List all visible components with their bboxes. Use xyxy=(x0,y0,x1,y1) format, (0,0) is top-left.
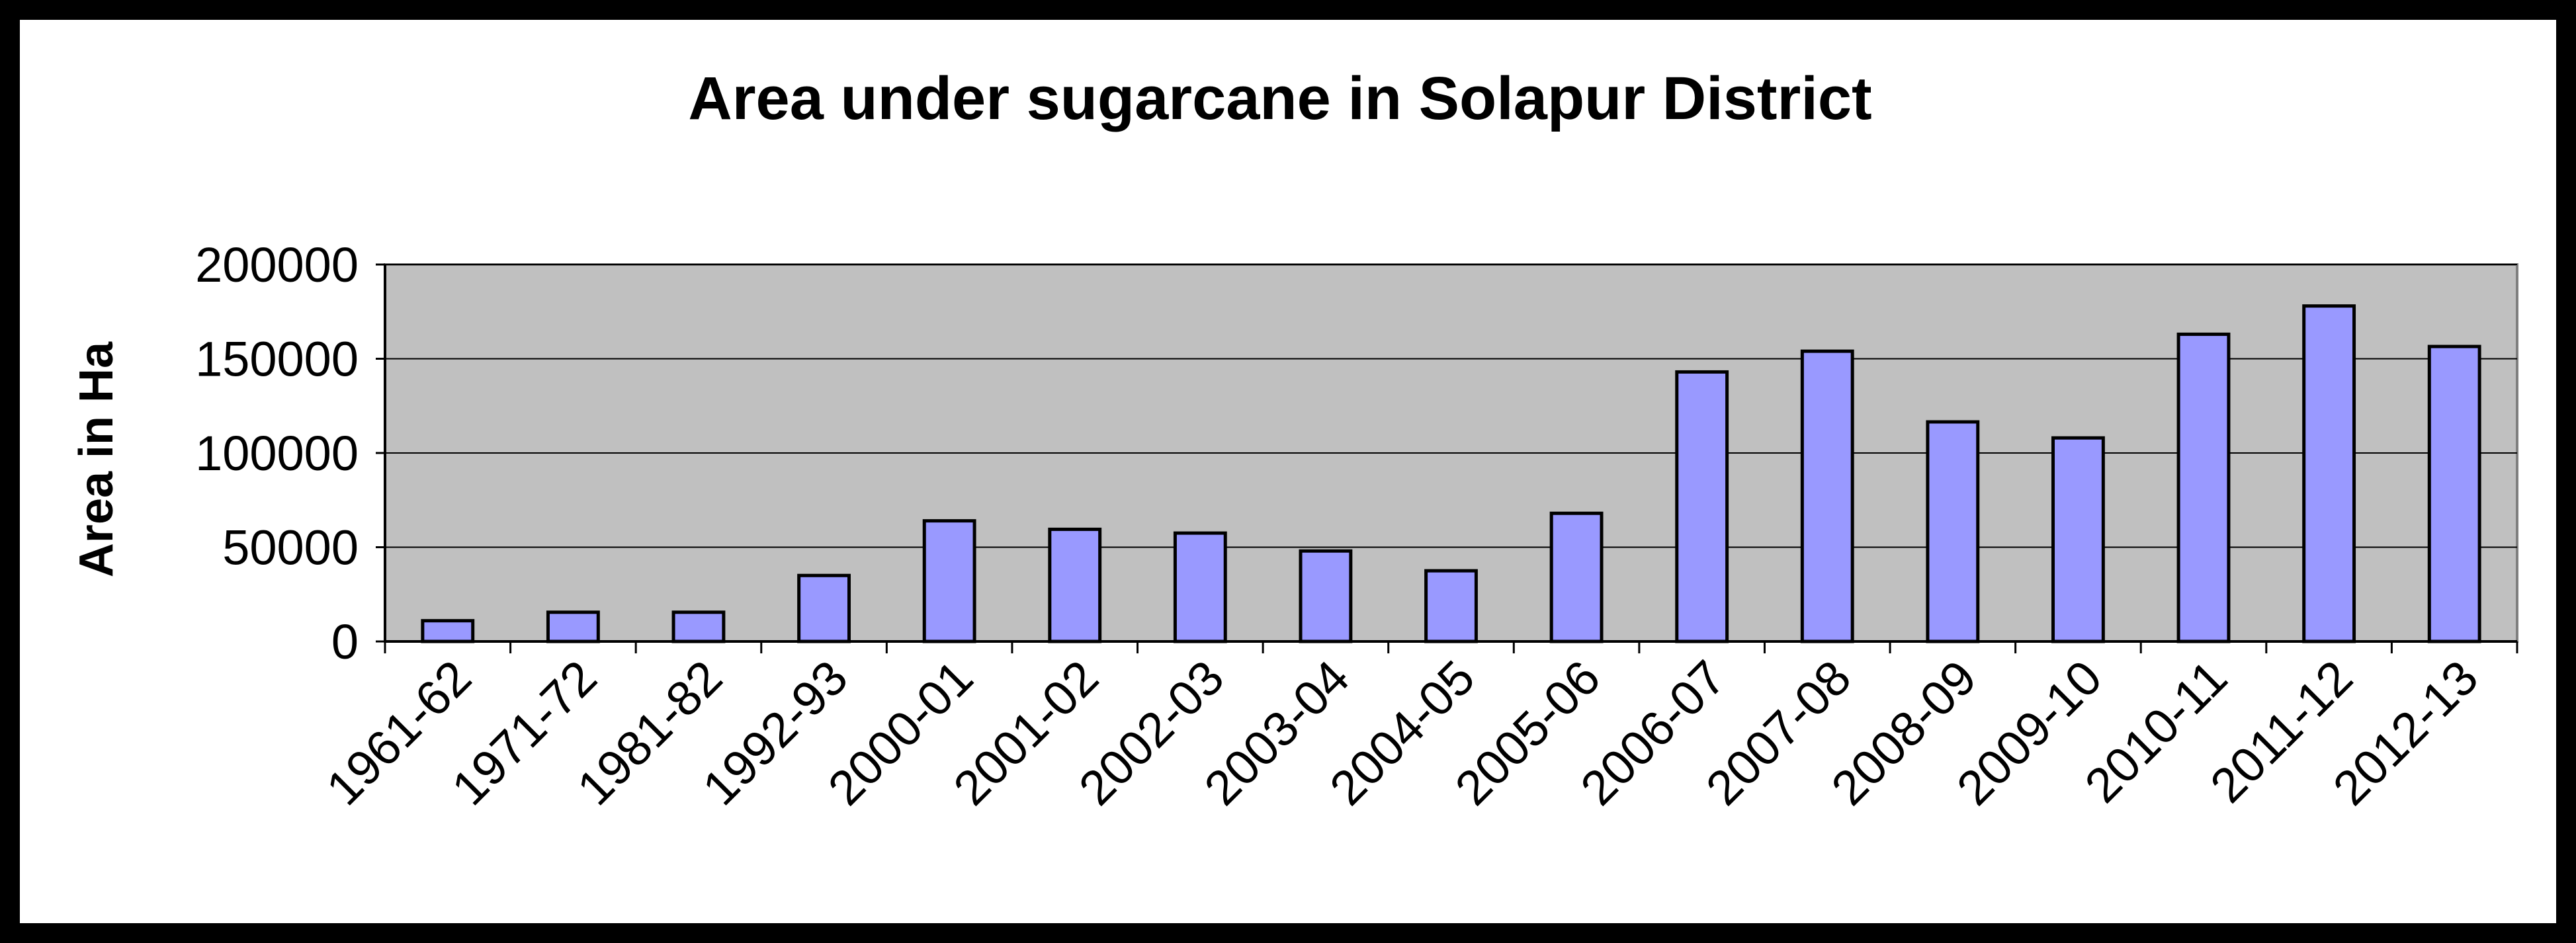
bar xyxy=(1800,349,1854,643)
y-tick-label: 200000 xyxy=(195,237,359,292)
bar xyxy=(2427,345,2481,643)
x-tick-labels: 1961-621971-721981-821992-932000-012001-… xyxy=(316,650,2488,816)
chart-frame: Area under sugarcane in Solapur District… xyxy=(20,20,2556,923)
bar xyxy=(2051,436,2105,643)
bar xyxy=(2302,304,2356,643)
bar xyxy=(1299,549,1353,643)
y-tick-label: 50000 xyxy=(222,520,359,575)
bar xyxy=(546,610,600,643)
bar-chart: Area under sugarcane in Solapur District… xyxy=(70,65,2518,816)
bar xyxy=(797,573,851,643)
y-tick-label: 0 xyxy=(331,614,359,669)
bar xyxy=(1675,370,1729,643)
bar xyxy=(922,519,976,643)
gridlines xyxy=(385,264,2517,548)
bar xyxy=(2176,332,2231,643)
bar xyxy=(1549,511,1604,643)
chart-title: Area under sugarcane in Solapur District xyxy=(688,65,1871,132)
axes xyxy=(376,263,2518,653)
bar xyxy=(421,619,475,643)
bar xyxy=(671,610,726,643)
bar xyxy=(1048,527,1102,643)
x-tick-label: 2010-11 xyxy=(2074,650,2237,813)
y-tick-label: 100000 xyxy=(195,426,359,481)
bar xyxy=(1173,531,1227,643)
bar xyxy=(1424,569,1478,643)
y-tick-label: 150000 xyxy=(195,332,359,387)
y-tick-labels: 0 50000 100000 150000 200000 xyxy=(195,237,359,669)
bar xyxy=(1926,420,1980,643)
y-axis-label: Area in Ha xyxy=(70,341,123,577)
